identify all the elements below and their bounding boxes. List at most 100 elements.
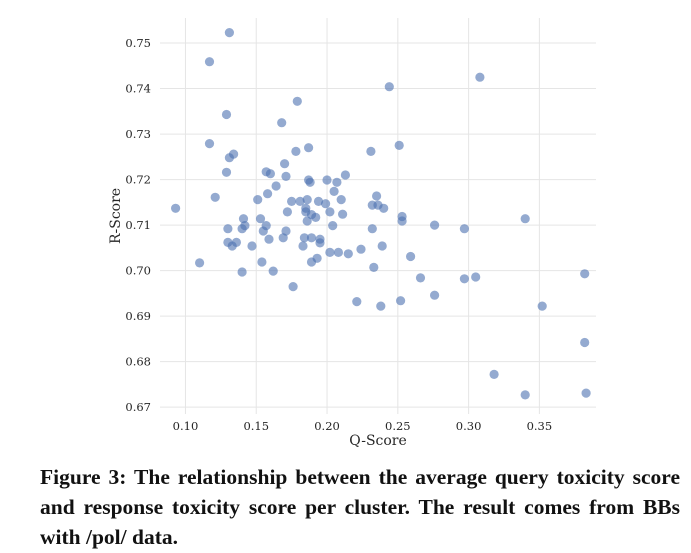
x-axis-label: Q-Score	[349, 433, 407, 449]
data-point	[298, 241, 308, 251]
y-axis-label: R-Score	[108, 188, 124, 244]
data-point	[223, 224, 233, 234]
data-point	[221, 167, 232, 177]
data-point	[366, 146, 376, 156]
x-tick-label: 0.20	[314, 419, 340, 433]
scatter-chart: 0.67 0.68 0.69 0.70 0.71 0.72 0.73 0.74 0.75 0.1…	[108, 18, 596, 449]
data-point	[261, 221, 271, 231]
data-point	[240, 221, 250, 231]
data-point	[263, 189, 273, 199]
data-point	[352, 297, 362, 307]
y-tick-label: 0.68	[125, 355, 151, 369]
data-point	[369, 262, 379, 272]
data-point	[537, 301, 547, 311]
data-point	[221, 109, 232, 120]
data-point	[237, 267, 247, 277]
data-point	[475, 72, 485, 82]
data-point	[415, 273, 426, 283]
data-point	[372, 191, 382, 201]
x-tick-label: 0.10	[173, 419, 199, 433]
y-tick-labels: 0.67 0.68 0.69 0.70 0.71 0.72 0.73 0.74 0.75	[125, 36, 151, 414]
data-point	[336, 195, 346, 205]
x-tick-label: 0.30	[456, 419, 482, 433]
data-point	[299, 233, 309, 243]
data-point	[195, 258, 205, 268]
data-point	[315, 238, 325, 248]
data-point	[292, 96, 302, 106]
data-point	[268, 266, 278, 276]
data-point	[384, 82, 394, 92]
y-tick-label: 0.67	[125, 400, 151, 414]
data-point	[329, 186, 339, 196]
data-point	[396, 296, 406, 306]
data-point	[406, 251, 416, 262]
data-point	[224, 27, 234, 38]
x-tick-label: 0.35	[527, 419, 553, 433]
data-point	[367, 224, 377, 234]
y-tick-label: 0.72	[125, 173, 151, 187]
data-point	[247, 241, 257, 251]
data-point	[489, 369, 499, 379]
data-point	[356, 244, 366, 254]
data-point	[338, 209, 348, 219]
x-tick-labels: 0.10 0.15 0.20 0.25 0.30 0.35	[173, 419, 553, 433]
data-point	[332, 177, 342, 187]
data-point	[430, 220, 440, 230]
data-point	[229, 149, 239, 159]
data-point	[304, 143, 314, 153]
y-tick-label: 0.69	[125, 309, 151, 323]
data-point	[295, 196, 305, 206]
caption-text: The relationship between the average que…	[40, 465, 681, 549]
data-point	[204, 139, 215, 149]
y-tick-label: 0.75	[125, 36, 151, 50]
data-point	[302, 195, 312, 205]
data-point	[282, 207, 292, 217]
data-point	[264, 234, 274, 244]
data-point	[291, 146, 301, 156]
data-point	[325, 247, 335, 257]
data-point	[277, 118, 287, 128]
data-point	[265, 169, 275, 179]
data-point	[312, 253, 322, 263]
data-point	[305, 177, 315, 187]
data-points	[171, 27, 591, 400]
data-point	[281, 171, 291, 181]
data-point	[253, 195, 263, 205]
data-point	[397, 216, 407, 226]
data-point	[231, 237, 241, 247]
plot-area	[160, 18, 596, 414]
data-point	[581, 388, 591, 398]
data-point	[171, 203, 181, 213]
data-point	[394, 140, 404, 150]
data-point	[255, 214, 266, 224]
data-point	[520, 390, 530, 400]
data-point	[459, 274, 469, 284]
data-point	[343, 249, 353, 259]
data-point	[580, 269, 590, 279]
caption-label: Figure 3:	[40, 465, 127, 489]
data-point	[288, 282, 298, 292]
data-point	[271, 181, 281, 191]
data-point	[325, 207, 335, 217]
data-point	[520, 214, 530, 224]
data-point	[340, 170, 350, 180]
y-tick-label: 0.70	[125, 264, 151, 278]
data-point	[287, 196, 297, 206]
x-tick-label: 0.15	[243, 419, 269, 433]
y-tick-label: 0.74	[125, 82, 151, 96]
data-point	[379, 203, 389, 213]
data-point	[328, 221, 338, 231]
y-tick-label: 0.73	[125, 127, 151, 141]
data-point	[311, 212, 321, 222]
data-point	[280, 159, 290, 169]
data-point	[471, 272, 481, 282]
data-point	[257, 257, 267, 267]
y-tick-label: 0.71	[125, 218, 151, 232]
data-point	[306, 233, 317, 243]
data-point	[322, 175, 332, 185]
data-point	[281, 226, 291, 236]
data-point	[238, 214, 249, 224]
data-point	[377, 241, 387, 251]
data-point	[430, 290, 440, 300]
